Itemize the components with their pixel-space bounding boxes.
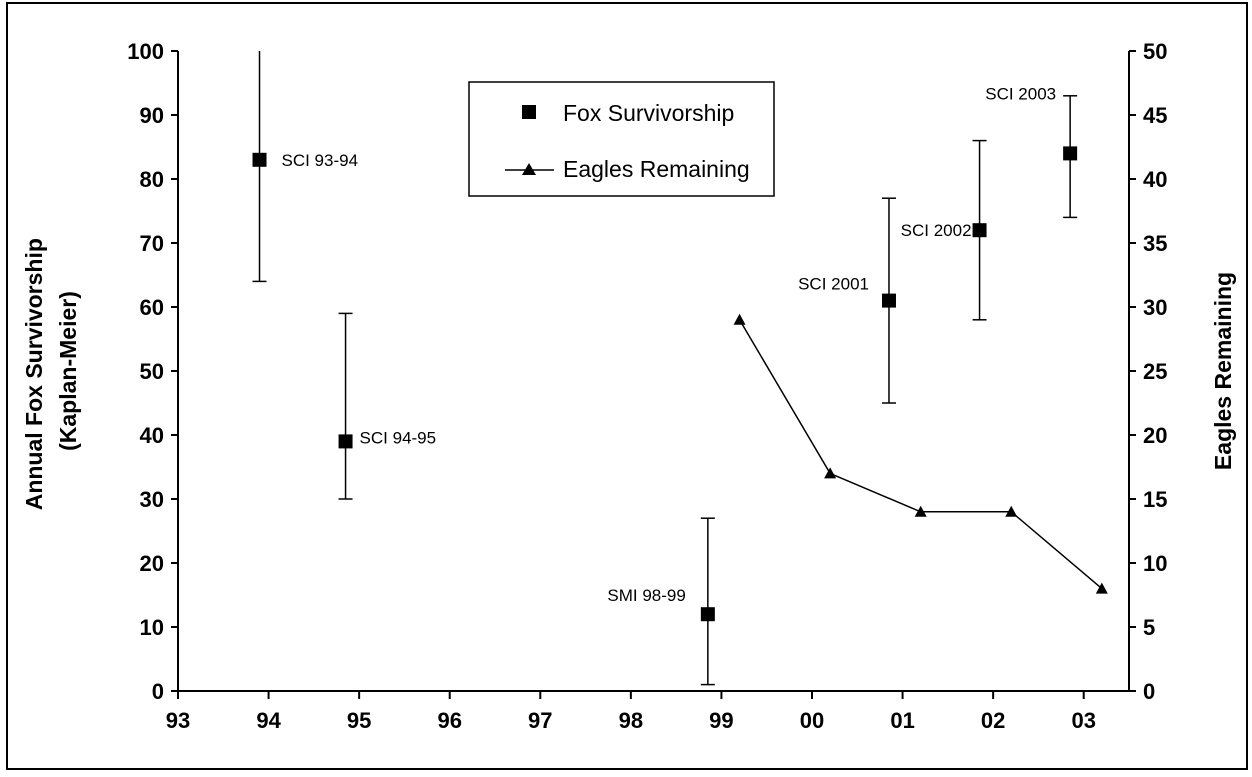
right-tick-label: 0 [1143,679,1155,704]
fox-point [700,607,715,622]
right-tick-label: 10 [1143,551,1167,576]
fox-point-label: SMI 98-99 [607,586,685,605]
left-tick-label: 30 [140,487,164,512]
x-tick-label: 93 [166,708,190,733]
right-axis-title: Eagles Remaining [1210,272,1236,470]
x-ticks: 93 94 95 96 97 98 99 00 01 02 03 [166,691,1096,733]
legend-box [468,81,775,197]
right-tick-label: 45 [1143,103,1167,128]
x-tick-label: 01 [890,708,914,733]
right-tick-label: 40 [1143,167,1167,192]
right-tick-label: 25 [1143,359,1167,384]
left-ticks: 0 10 20 30 40 50 60 70 80 90 100 [127,39,178,704]
x-tick-label: 94 [256,708,281,733]
eagles-point [1005,505,1018,517]
left-tick-label: 70 [140,231,164,256]
left-tick-label: 10 [140,615,164,640]
eagles-point [1095,582,1108,594]
left-tick-label: 90 [140,103,164,128]
right-tick-label: 30 [1143,295,1167,320]
left-axis-title-line-1: Annual Fox Survivorship [21,238,47,510]
left-tick-label: 60 [140,295,164,320]
left-axis-title-line-2: (Kaplan-Meier) [55,291,81,451]
left-tick-label: 50 [140,359,164,384]
legend-square-marker [522,105,536,119]
right-tick-label: 35 [1143,231,1167,256]
right-tick-label: 50 [1143,39,1167,64]
legend: Fox Survivorship Eagles Remaining [468,81,775,197]
fox-point [338,434,353,449]
left-tick-label: 100 [127,39,164,64]
fox-point [881,293,896,308]
fox-point-label: SCI 2003 [985,84,1056,103]
left-axis-title: Annual Fox Survivorship (Kaplan-Meier) [21,232,81,511]
left-tick-label: 0 [152,679,164,704]
fox-point [972,223,987,238]
fox-point [252,152,267,167]
legend-label-eagles: Eagles Remaining [563,156,750,182]
fox-point-label: SCI 2001 [798,275,869,294]
x-tick-label: 00 [800,708,824,733]
right-tick-label: 20 [1143,423,1167,448]
eagles-point [914,505,927,517]
left-tick-label: 20 [140,551,164,576]
right-tick-label: 15 [1143,487,1167,512]
left-tick-label: 80 [140,167,164,192]
legend-triangle-marker [522,163,536,175]
x-tick-label: 03 [1071,708,1095,733]
right-tick-label: 5 [1143,615,1155,640]
x-tick-label: 99 [709,708,733,733]
legend-label-fox: Fox Survivorship [563,100,734,126]
fox-point-label: SCI 94-95 [360,428,437,447]
x-tick-label: 96 [437,708,461,733]
x-tick-label: 97 [528,708,552,733]
fox-point-label: SCI 2002 [901,221,972,240]
x-tick-label: 98 [619,708,643,733]
eagles-point [733,313,746,325]
left-tick-label: 40 [140,423,164,448]
eagles-series [733,313,1108,594]
right-ticks: 0 5 10 15 20 25 30 35 40 45 50 [1129,39,1167,704]
fox-series: SCI 93-94 SCI 94-95 SMI 98-99 SCI 2001 SCI 2… [252,51,1078,686]
eagles-point [824,467,837,479]
fox-point-label: SCI 93-94 [282,151,359,170]
fox-point [1063,146,1078,161]
x-tick-label: 02 [981,708,1005,733]
x-tick-label: 95 [347,708,371,733]
